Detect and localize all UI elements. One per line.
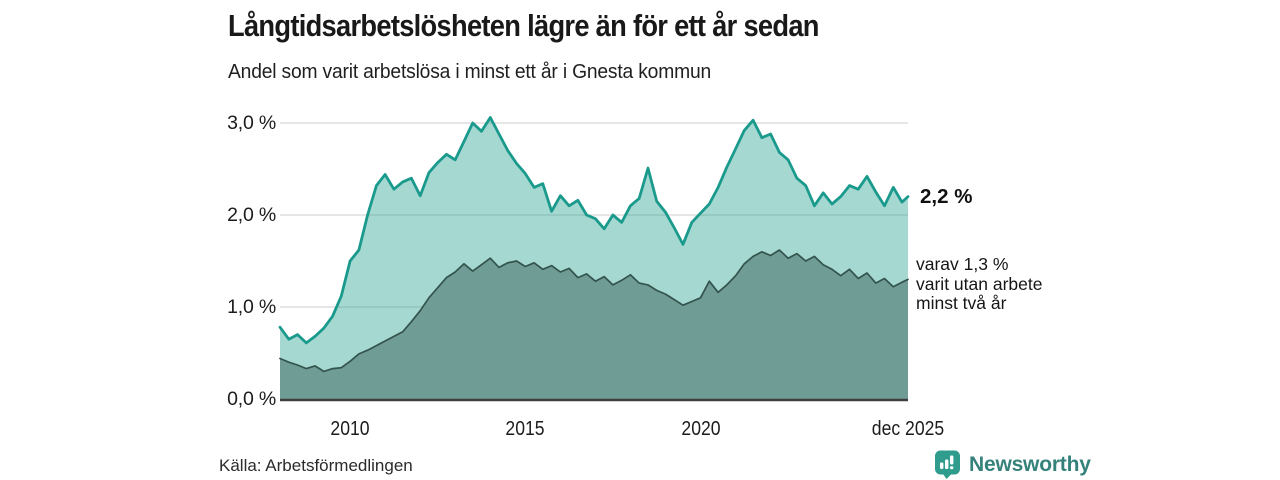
brand-name: Newsworthy xyxy=(969,452,1091,476)
y-axis-label: 0,0 % xyxy=(227,388,276,410)
x-axis-label: dec 2025 xyxy=(871,418,945,440)
two-year-annotation-line2: varit utan arbete xyxy=(916,273,1043,294)
y-axis-label: 1,0 % xyxy=(227,296,276,318)
two-year-annotation-line3: minst två år xyxy=(916,293,1007,314)
line-Andel arbetslösa minst ett år xyxy=(278,116,910,345)
x-axis-label: 2015 xyxy=(505,418,545,440)
page-title: Långtidsarbetslösheten lägre än för ett … xyxy=(228,8,819,43)
y-axis-label: 3,0 % xyxy=(227,112,276,134)
y-axis-label: 2,0 % xyxy=(227,204,276,226)
line-Andel arbetslösa minst två år xyxy=(279,249,909,373)
two-year-annotation-line1: varav 1,3 % xyxy=(916,254,1009,275)
page-subtitle: Andel som varit arbetslösa i minst ett å… xyxy=(228,60,712,83)
newsworthy-bar-chart-badge-icon xyxy=(934,450,961,479)
area-Andel arbetslösa minst två år xyxy=(280,250,908,399)
x-axis-label: 2010 xyxy=(330,418,370,440)
x-axis-label: 2020 xyxy=(680,418,721,440)
source-note: Källa: Arbetsförmedlingen xyxy=(219,456,413,475)
two-year-annotation: varav 1,3 % varit utan arbete minst två … xyxy=(916,255,1042,314)
latest-value-annotation: 2,2 % xyxy=(920,184,973,208)
brand-logo: Newsworthy xyxy=(934,450,1091,479)
